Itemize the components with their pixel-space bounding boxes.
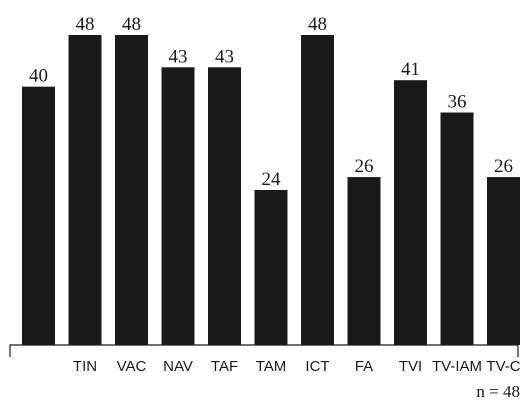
sample-size-note: n = 48 [476,382,520,401]
category-label: FA [355,358,373,375]
category-labels-group: TIN VAC NAV TAF TAM ICT FA TVI TV-IAM TV-C [73,358,521,375]
bar [440,112,474,345]
bar [115,35,148,345]
bar [301,35,334,345]
value-labels-group: 40 48 48 43 43 24 48 26 41 36 26 [29,14,513,190]
bar [161,67,195,346]
x-axis [9,344,519,357]
bar-value-label: 36 [448,92,467,113]
category-label: TAM [256,358,287,375]
category-label: VAC [117,358,147,375]
bar [347,177,381,345]
bar-value-label: 43 [215,46,234,67]
category-label: TVI [399,358,422,375]
bar [254,190,288,345]
category-label: TV-C [486,358,520,375]
bar-value-label: 41 [401,59,420,80]
category-label: TIN [73,358,97,375]
bar-value-label: 24 [262,169,282,190]
category-label: TV-IAM [432,358,482,375]
bar [68,35,102,345]
bar-value-label: 48 [308,14,327,35]
bar [394,80,427,345]
bars-group [22,35,520,346]
category-label: NAV [163,358,193,375]
bar [208,67,241,346]
category-label: TAF [211,358,238,375]
bar-value-label: 40 [29,66,48,87]
bar [487,177,520,345]
bar-value-label: 43 [169,46,188,67]
bar-value-label: 48 [122,14,141,35]
bar-value-label: 26 [355,156,374,177]
bar [22,86,55,346]
category-label: ICT [305,358,329,375]
bar-value-label: 48 [76,14,95,35]
bar-value-label: 26 [494,156,513,177]
